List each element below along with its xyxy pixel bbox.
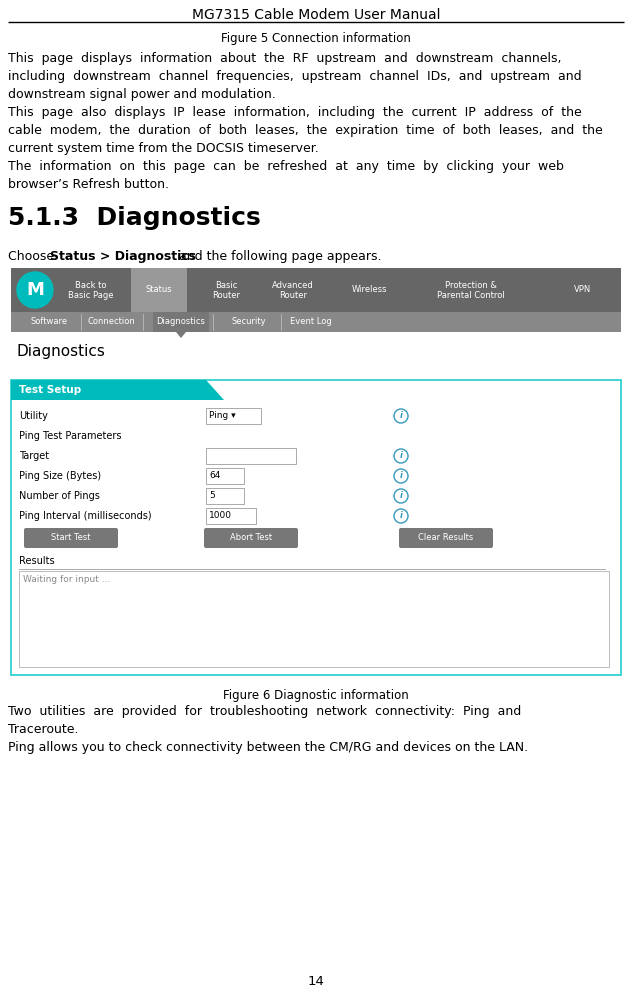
Text: Figure 5 Connection information: Figure 5 Connection information [221,32,411,45]
Text: downstream signal power and modulation.: downstream signal power and modulation. [8,88,276,101]
Text: Wireless: Wireless [351,286,387,295]
Text: MG7315 Cable Modem User Manual: MG7315 Cable Modem User Manual [191,8,441,22]
Text: cable  modem,  the  duration  of  both  leases,  the  expiration  time  of  both: cable modem, the duration of both leases… [8,124,603,137]
Text: Software: Software [30,317,68,326]
FancyBboxPatch shape [206,408,261,424]
Circle shape [394,449,408,463]
FancyBboxPatch shape [131,268,187,312]
FancyBboxPatch shape [11,380,621,675]
Text: 5.1.3  Diagnostics: 5.1.3 Diagnostics [8,206,261,230]
Text: Router: Router [279,291,307,300]
Text: Ping Size (Bytes): Ping Size (Bytes) [19,471,101,481]
Text: i: i [399,471,403,480]
FancyBboxPatch shape [399,528,493,548]
Circle shape [394,489,408,503]
Text: Ping ▾: Ping ▾ [209,412,236,421]
Text: Ping Test Parameters: Ping Test Parameters [19,431,121,441]
Text: Diagnostics: Diagnostics [17,344,106,359]
Text: 5: 5 [209,491,215,501]
Text: Basic: Basic [215,281,237,290]
Text: Diagnostics: Diagnostics [157,317,205,326]
Text: M: M [26,281,44,299]
Text: Start Test: Start Test [51,534,91,543]
Text: including  downstream  channel  frequencies,  upstream  channel  IDs,  and  upst: including downstream channel frequencies… [8,70,581,83]
Text: Two  utilities  are  provided  for  troubleshooting  network  connectivity:  Pin: Two utilities are provided for troublesh… [8,705,521,718]
Text: This  page  displays  information  about  the  RF  upstream  and  downstream  ch: This page displays information about the… [8,52,561,65]
FancyBboxPatch shape [24,528,118,548]
Text: Number of Pings: Number of Pings [19,491,100,501]
Text: Figure 6 Diagnostic information: Figure 6 Diagnostic information [223,689,409,702]
FancyBboxPatch shape [11,268,621,312]
Text: Traceroute.: Traceroute. [8,723,78,736]
FancyBboxPatch shape [206,488,244,504]
Text: 64: 64 [209,471,221,480]
FancyBboxPatch shape [11,312,621,332]
Text: Ping Interval (milliseconds): Ping Interval (milliseconds) [19,511,152,521]
Text: Waiting for input ...: Waiting for input ... [23,575,111,584]
Text: Status > Diagnostics: Status > Diagnostics [50,250,196,263]
FancyBboxPatch shape [206,508,256,524]
Text: current system time from the DOCSIS timeserver.: current system time from the DOCSIS time… [8,142,319,155]
Text: Abort Test: Abort Test [230,534,272,543]
Text: The  information  on  this  page  can  be  refreshed  at  any  time  by  clickin: The information on this page can be refr… [8,160,564,173]
Text: Utility: Utility [19,411,48,421]
Text: This  page  also  displays  IP  lease  information,  including  the  current  IP: This page also displays IP lease informa… [8,106,581,119]
Text: Event Log: Event Log [290,317,332,326]
Text: 14: 14 [308,975,324,988]
Text: Target: Target [19,451,49,461]
FancyBboxPatch shape [206,448,296,464]
Text: Clear Results: Clear Results [418,534,473,543]
Text: Ping allows you to check connectivity between the CM/RG and devices on the LAN.: Ping allows you to check connectivity be… [8,741,528,754]
Circle shape [394,469,408,483]
Text: 1000: 1000 [209,512,232,521]
Text: Test Setup: Test Setup [19,385,82,395]
Text: Protection &: Protection & [445,281,497,290]
Text: Connection: Connection [87,317,135,326]
Text: Advanced: Advanced [272,281,314,290]
Circle shape [17,272,53,308]
Text: VPN: VPN [574,286,592,295]
Polygon shape [176,332,186,338]
Text: Back to: Back to [75,281,107,290]
Text: i: i [399,451,403,460]
Circle shape [394,509,408,523]
Text: Parental Control: Parental Control [437,291,505,300]
Text: browser’s Refresh button.: browser’s Refresh button. [8,178,169,191]
Text: i: i [399,512,403,521]
Text: Basic Page: Basic Page [68,291,114,300]
Text: Choose: Choose [8,250,58,263]
Polygon shape [11,380,224,400]
Text: Security: Security [232,317,266,326]
Text: Status: Status [146,286,173,295]
Circle shape [394,409,408,423]
Text: Results: Results [19,556,54,566]
FancyBboxPatch shape [206,468,244,484]
Text: and the following page appears.: and the following page appears. [175,250,382,263]
Text: i: i [399,412,403,421]
FancyBboxPatch shape [204,528,298,548]
FancyBboxPatch shape [19,571,609,667]
Text: Router: Router [212,291,240,300]
FancyBboxPatch shape [153,312,209,332]
Text: i: i [399,491,403,501]
